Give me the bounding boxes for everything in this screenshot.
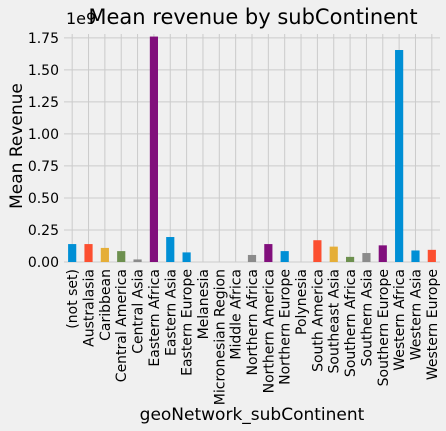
bar-western-africa	[395, 50, 404, 263]
y-tick-labels: 0.00 0.25 0.50 0.75 1.00 1.25 1.50 1.75	[28, 31, 59, 271]
chart-title: Mean revenue by subContinent	[88, 5, 417, 29]
bar-southern-asia	[362, 253, 371, 262]
x-tick-label: Northern America	[261, 269, 277, 393]
bar-south-america	[313, 240, 322, 262]
x-tick-label: Southern Asia	[359, 269, 375, 366]
x-tick-label: Australasia	[82, 269, 98, 347]
x-tick-label: Southern Europe	[376, 269, 392, 386]
bar-western-asia	[411, 250, 420, 262]
bar-australasia	[84, 244, 93, 262]
y-tick-label: 0.00	[28, 255, 59, 271]
y-tick-label: 1.50	[28, 63, 59, 79]
bar-southeast-asia	[329, 246, 338, 262]
bar-central-america	[117, 251, 126, 262]
bars	[68, 36, 436, 263]
y-tick-label: 0.75	[28, 159, 59, 175]
bar-northern-america	[264, 244, 273, 262]
bar-caribbean	[100, 247, 109, 262]
x-tick-labels: (not set) Australasia Caribbean Central Ame…	[65, 269, 441, 405]
y-tick-label: 1.75	[28, 31, 59, 47]
x-axis-label: geoNetwork_subContinent	[140, 405, 365, 425]
y-offset-label: 1e9	[66, 9, 96, 28]
x-tick-label: Middle Africa	[229, 269, 245, 360]
bar-southern-europe	[378, 245, 387, 262]
x-tick-label: Melanesia	[196, 269, 212, 339]
x-tick-label: Eastern Asia	[163, 269, 179, 356]
x-tick-label: Western Europe	[425, 269, 441, 380]
bar-not-set	[68, 244, 77, 262]
y-tick-label: 1.00	[28, 127, 59, 143]
y-tick-label: 0.25	[28, 223, 59, 239]
x-tick-label: Caribbean	[98, 269, 114, 341]
x-tick-label: Central Asia	[131, 269, 147, 354]
bar-central-asia	[133, 259, 142, 262]
x-tick-label: Central America	[114, 269, 130, 382]
bar-northern-europe	[280, 251, 289, 262]
y-tick-label: 1.25	[28, 95, 59, 111]
x-tick-label: Northern Europe	[278, 269, 294, 385]
x-tick-label: (not set)	[65, 269, 81, 329]
x-tick-label: Western Africa	[392, 269, 408, 371]
bar-northern-africa	[247, 254, 257, 262]
x-tick-label: Micronesian Region	[212, 269, 228, 405]
bar-eastern-africa	[149, 36, 158, 262]
x-tick-label: Southern Africa	[343, 269, 359, 377]
y-axis-label: Mean Revenue	[7, 83, 27, 209]
x-tick-label: Northern Africa	[245, 269, 261, 376]
x-tick-label: South America	[310, 269, 326, 372]
bar-western-europe	[427, 249, 436, 262]
gridlines	[64, 34, 440, 263]
x-tick-label: Polynesia	[294, 269, 310, 335]
x-tick-label: Eastern Africa	[147, 269, 163, 367]
x-tick-label: Eastern Europe	[180, 269, 196, 376]
bar-southern-africa	[346, 256, 355, 262]
bar-eastern-europe	[182, 252, 191, 262]
y-tick-label: 0.50	[28, 191, 59, 207]
x-tick-label: Western Asia	[408, 269, 424, 360]
x-tick-label: Southeast Asia	[327, 269, 343, 373]
bar-eastern-asia	[166, 237, 175, 262]
